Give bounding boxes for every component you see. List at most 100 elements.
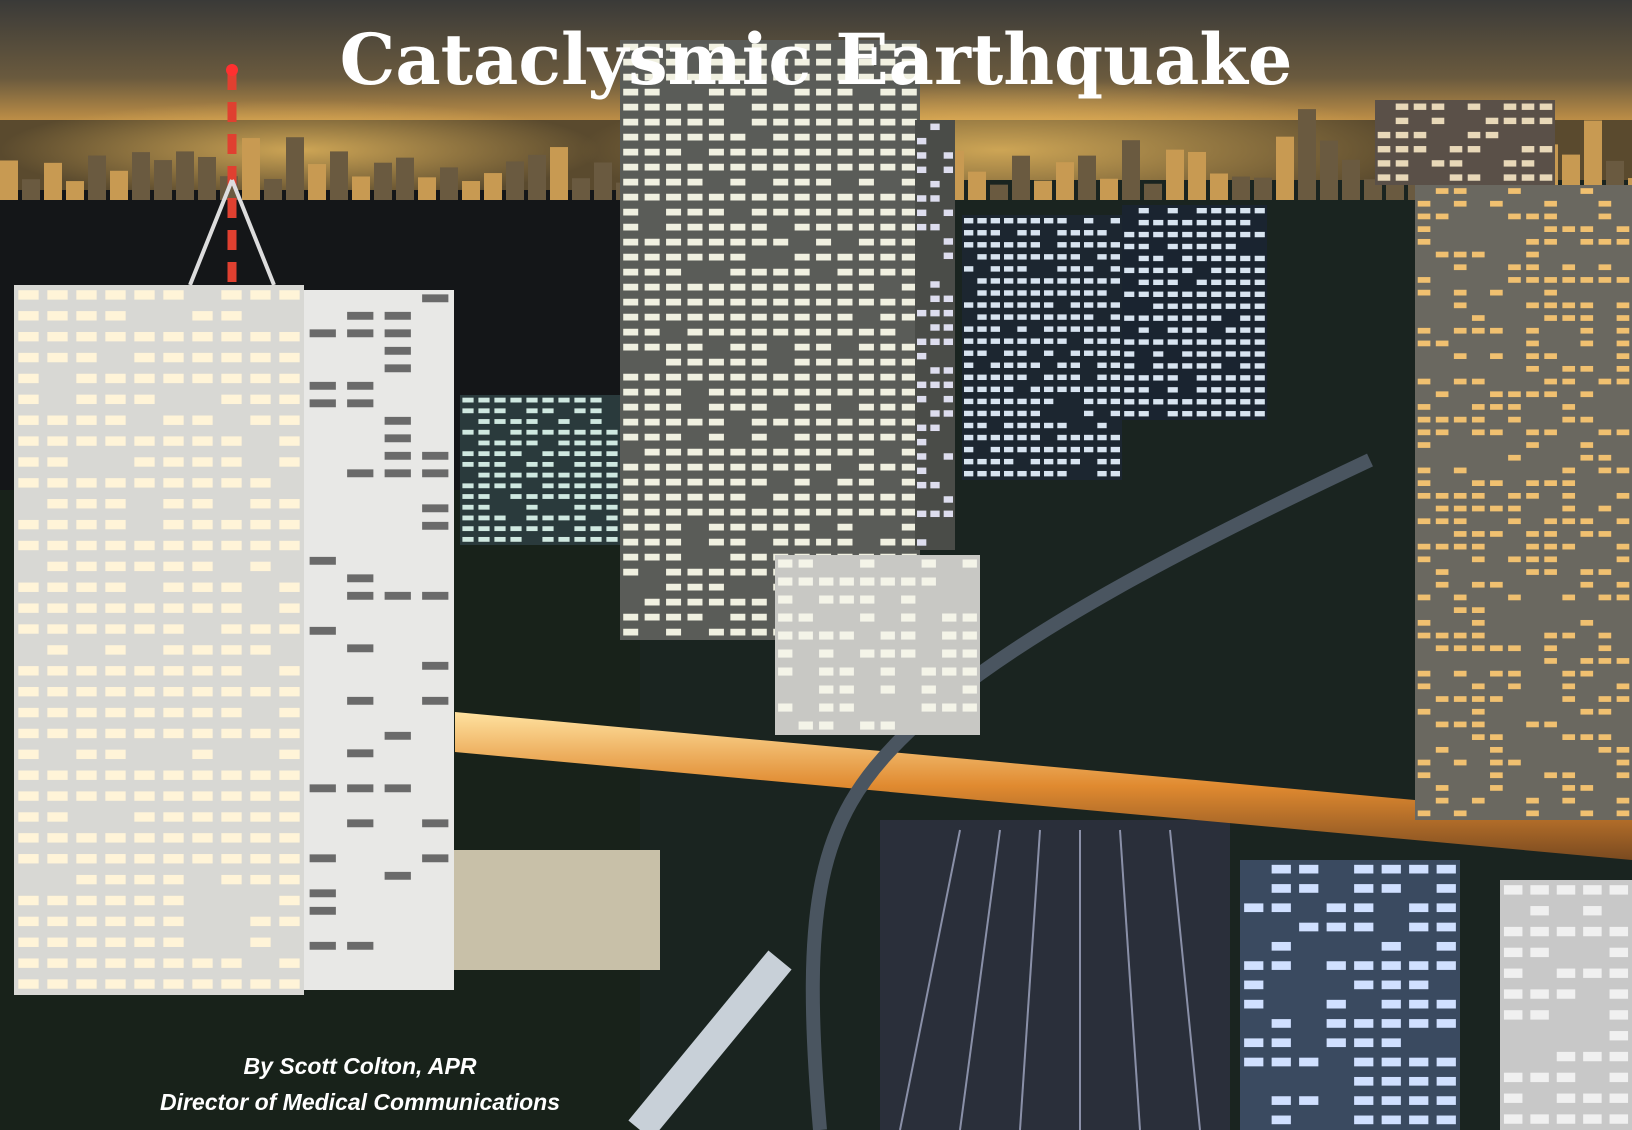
window	[1490, 581, 1503, 588]
window	[163, 916, 184, 927]
window	[1530, 1114, 1549, 1124]
window	[1508, 759, 1521, 766]
window	[1044, 290, 1054, 296]
window	[858, 148, 874, 156]
window	[1436, 903, 1456, 913]
window	[279, 582, 300, 592]
window	[1044, 338, 1054, 344]
window	[917, 539, 927, 546]
window	[751, 163, 767, 171]
window	[1583, 1051, 1602, 1062]
window	[943, 238, 953, 245]
window	[1004, 314, 1014, 320]
window	[1409, 864, 1429, 874]
window	[858, 163, 874, 171]
window	[1562, 683, 1576, 690]
window	[279, 791, 300, 801]
window	[901, 448, 917, 456]
window	[901, 538, 917, 546]
window	[590, 451, 602, 457]
window	[708, 358, 724, 366]
window	[977, 278, 987, 284]
window	[816, 463, 832, 471]
window	[858, 238, 874, 246]
window	[990, 218, 1000, 224]
window	[221, 540, 242, 551]
window	[708, 538, 724, 546]
window	[221, 394, 242, 405]
window	[478, 472, 490, 478]
window	[1381, 1019, 1401, 1028]
window	[623, 313, 639, 321]
window	[942, 703, 957, 712]
window	[105, 499, 126, 509]
window	[1521, 103, 1535, 110]
window	[816, 433, 832, 441]
window	[917, 166, 927, 174]
window	[1471, 734, 1485, 740]
window	[163, 561, 184, 572]
window	[623, 433, 639, 441]
window	[510, 451, 522, 457]
window	[901, 343, 917, 351]
window	[574, 536, 586, 542]
window	[606, 526, 618, 532]
window	[192, 979, 213, 989]
window	[47, 979, 68, 989]
window	[1508, 264, 1521, 271]
window	[574, 440, 586, 446]
window	[730, 238, 746, 246]
window	[18, 707, 39, 718]
window	[105, 791, 126, 801]
window	[1544, 518, 1557, 525]
window	[134, 812, 155, 822]
window	[623, 568, 639, 576]
distant-building	[1254, 177, 1272, 200]
window	[163, 331, 184, 342]
window	[623, 223, 639, 231]
window	[574, 494, 586, 499]
window	[880, 577, 895, 586]
window	[798, 721, 813, 730]
window	[1490, 200, 1503, 207]
window	[1110, 386, 1120, 393]
window	[794, 508, 810, 516]
window	[730, 523, 746, 531]
window	[623, 238, 639, 246]
window	[794, 298, 810, 306]
window	[623, 538, 639, 546]
window	[279, 624, 300, 634]
window	[1084, 242, 1094, 248]
window	[901, 163, 917, 171]
window	[687, 133, 703, 141]
window	[1044, 278, 1054, 284]
window	[1417, 277, 1431, 283]
window	[773, 373, 789, 381]
window	[1110, 338, 1120, 344]
window	[1030, 242, 1040, 248]
window	[1138, 375, 1149, 381]
window	[708, 433, 724, 441]
window	[1211, 411, 1222, 417]
window	[47, 499, 68, 509]
window	[1354, 1019, 1374, 1028]
window	[105, 937, 126, 947]
window	[105, 478, 126, 488]
window	[1381, 1096, 1401, 1105]
window	[816, 388, 832, 396]
window	[1616, 746, 1630, 753]
window	[644, 433, 660, 441]
window	[917, 152, 927, 159]
window	[977, 398, 987, 405]
window	[1435, 632, 1449, 639]
window	[666, 103, 682, 111]
window	[1580, 785, 1594, 791]
window	[76, 603, 97, 613]
window	[860, 595, 875, 604]
window	[47, 645, 68, 655]
window	[977, 422, 987, 429]
window	[250, 791, 271, 801]
window	[1244, 1057, 1264, 1067]
window	[1196, 363, 1207, 369]
window	[687, 118, 703, 126]
